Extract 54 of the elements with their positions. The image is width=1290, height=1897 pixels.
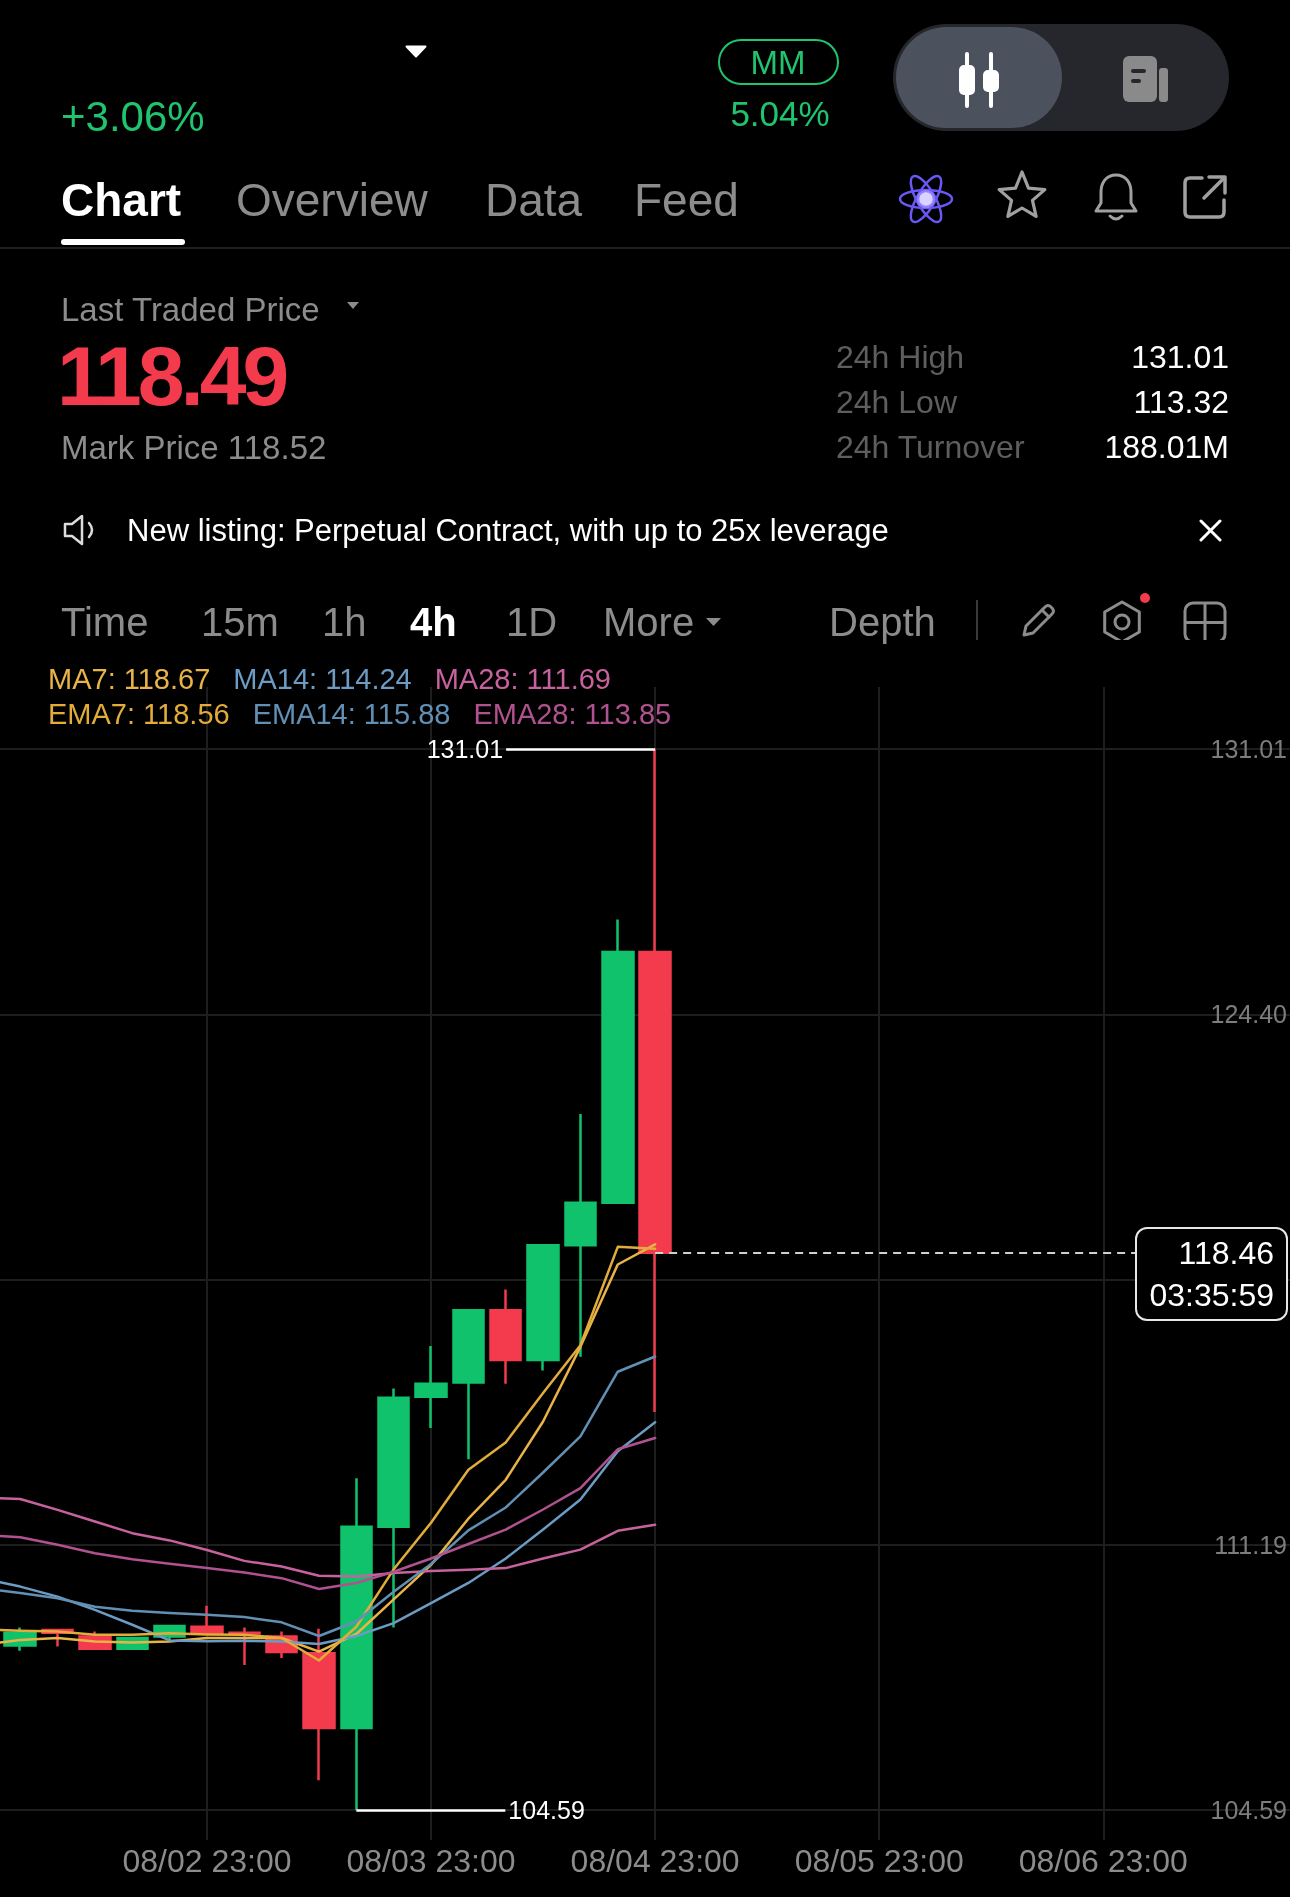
- candlestick: [302, 1627, 336, 1782]
- text: MM: [750, 43, 806, 81]
- text: Overview: [236, 174, 428, 226]
- x-tick-label: 08/03 23:00: [346, 1843, 516, 1879]
- text: New listing: Perpetual Contract, with up to 25x leverage: [127, 512, 889, 548]
- candlestick: [564, 1112, 597, 1359]
- text: EMA7: 118.56: [48, 697, 230, 730]
- tag-box: 118.46 03:35:59: [1135, 1226, 1288, 1321]
- text: Chart: [61, 174, 182, 226]
- text: EMA14: 115.88: [252, 697, 451, 730]
- candlestick: [452, 1307, 485, 1461]
- annotation: 131.01: [426, 734, 504, 763]
- y-tick-label: 104.59: [1210, 1795, 1287, 1824]
- text: Data: [485, 174, 583, 226]
- text: 15m: [201, 600, 279, 644]
- text: MA28: 111.69: [434, 662, 611, 695]
- x-tick-label: 08/02 23:00: [122, 1843, 292, 1879]
- annotation: 104.59: [508, 1795, 585, 1824]
- text: Last Traded Price: [61, 290, 320, 328]
- text: 1D: [506, 600, 558, 644]
- text: +3.06%: [61, 93, 205, 140]
- text: 1h: [322, 600, 367, 644]
- text: 24h Low: [836, 384, 957, 420]
- text: 24h High: [836, 339, 965, 375]
- candlestick: [414, 1344, 448, 1430]
- x-tick-label: 08/05 23:00: [794, 1843, 964, 1879]
- y-tick-label: 131.01: [1210, 734, 1287, 763]
- x-tick-label: 08/06 23:00: [1018, 1843, 1188, 1879]
- text: Depth: [829, 600, 936, 644]
- text: 5.04%: [730, 93, 830, 133]
- candlestick: [526, 1243, 560, 1372]
- text: Time: [61, 600, 149, 644]
- text: More: [603, 600, 695, 644]
- text: Feed: [634, 174, 739, 226]
- text: 4h: [410, 600, 457, 644]
- text: Mark Price 118.52: [61, 428, 327, 466]
- text: 118.49: [57, 329, 286, 423]
- candlestick: [190, 1604, 224, 1636]
- candlestick: [489, 1288, 522, 1386]
- candlestick: [340, 1476, 373, 1812]
- text: 24h Turnover: [836, 429, 1025, 465]
- y-tick-label: 124.40: [1210, 1000, 1287, 1029]
- text: 131.01: [1131, 339, 1229, 375]
- text: MA7: 118.67: [48, 662, 211, 695]
- candlestick: [377, 1387, 410, 1629]
- text: 113.32: [1133, 384, 1229, 420]
- text: 188.01M: [1104, 429, 1229, 465]
- candlestick: [601, 918, 635, 1206]
- y-tick-label: 111.19: [1214, 1530, 1287, 1559]
- x-tick-label: 08/04 23:00: [570, 1843, 740, 1879]
- annotation: 03:35:59: [1149, 1277, 1274, 1314]
- ref-line-label: 118.46: [1178, 1234, 1274, 1271]
- text: MA14: 114.24: [233, 662, 412, 695]
- text: EMA28: 113.85: [473, 697, 672, 730]
